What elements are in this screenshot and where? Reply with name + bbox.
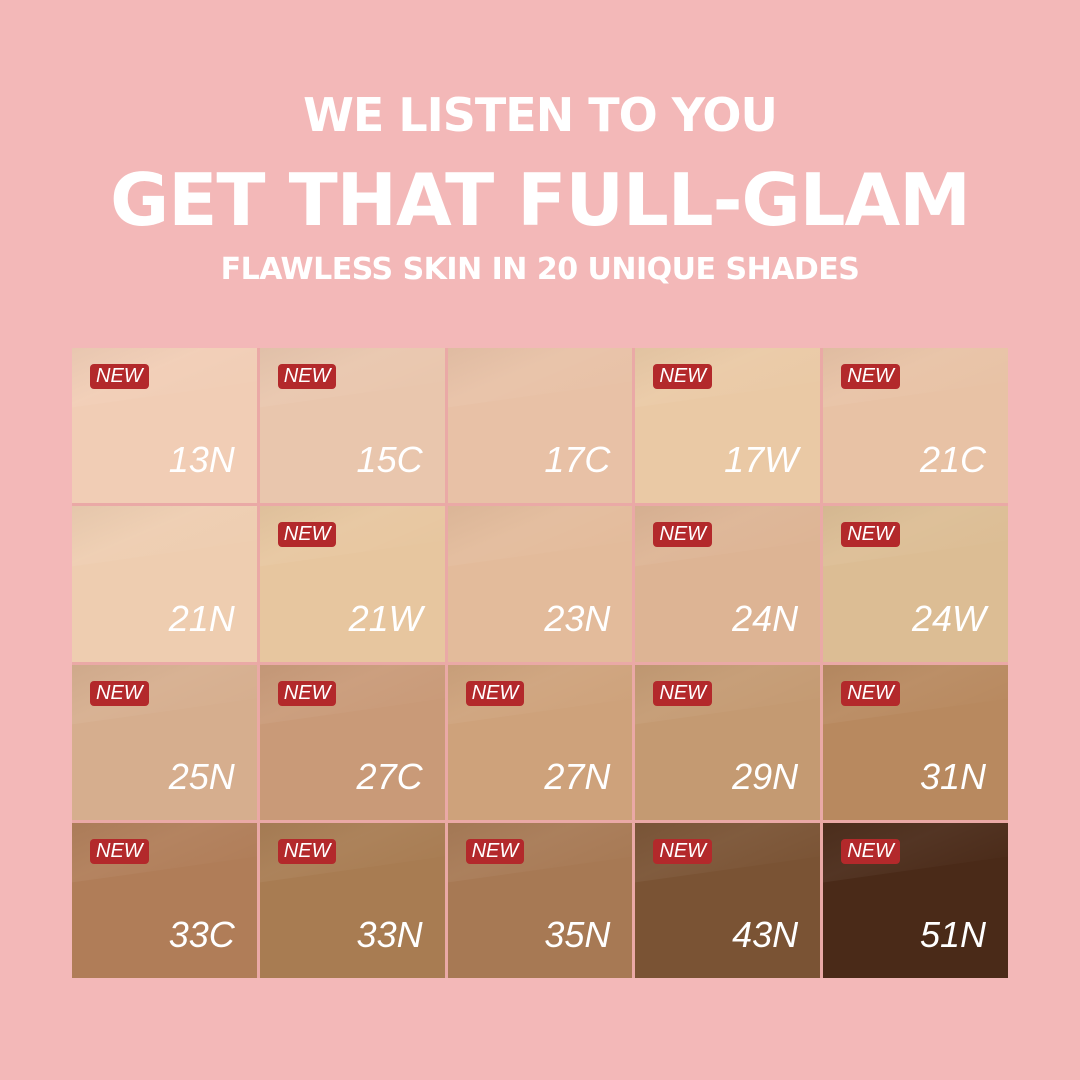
new-badge: NEW: [277, 680, 337, 706]
shade-swatch: NEW 27C: [259, 664, 445, 820]
new-badge: NEW: [465, 680, 525, 706]
tagline: WE LISTEN TO YOU: [303, 88, 778, 142]
new-badge: NEW: [277, 364, 337, 389]
shade-name: 35N: [544, 914, 611, 955]
shade-name: 27C: [356, 755, 423, 797]
shade-swatch: NEW 31N: [823, 664, 1008, 820]
shade-name: 17W: [724, 439, 799, 481]
shade-name: 51N: [919, 914, 986, 955]
shade-name: 17C: [544, 439, 611, 481]
shade-swatch: NEW 29N: [635, 664, 821, 820]
shade-swatch: NEW 24N: [635, 506, 821, 662]
subheadline: FLAWLESS SKIN IN 20 UNIQUE SHADES: [220, 252, 860, 287]
shade-swatch: NEW 33C: [72, 822, 257, 978]
shade-name: 31N: [919, 755, 986, 797]
shade-name: 23N: [544, 597, 611, 639]
shade-swatch: 17C: [447, 348, 633, 504]
new-badge: NEW: [277, 522, 337, 548]
shade-name: 33C: [168, 914, 235, 955]
shade-name: 27N: [544, 755, 611, 797]
shade-name: 21C: [919, 439, 986, 481]
shade-name: 13N: [168, 439, 235, 481]
new-badge: NEW: [841, 364, 900, 389]
headline: GET THAT FULL-GLAM: [110, 158, 971, 242]
shade-swatch: 21N: [72, 506, 257, 662]
shade-swatch: NEW 21W: [259, 506, 445, 662]
shade-swatch: NEW 27N: [447, 664, 633, 820]
shade-swatch: NEW 13N: [72, 348, 257, 504]
shade-name: 24N: [732, 597, 799, 639]
shade-swatch: NEW 33N: [259, 822, 445, 978]
new-badge: NEW: [841, 838, 900, 864]
new-badge: NEW: [90, 680, 149, 706]
shade-name: 21N: [168, 597, 235, 639]
shade-swatch: NEW 25N: [72, 664, 257, 820]
shade-name: 33N: [356, 914, 423, 955]
shade-swatch: NEW 15C: [259, 348, 445, 504]
shade-name: 29N: [732, 755, 799, 797]
new-badge: NEW: [90, 838, 149, 864]
new-badge: NEW: [90, 364, 149, 389]
shade-swatch: NEW 35N: [447, 822, 633, 978]
new-badge: NEW: [653, 364, 713, 389]
new-badge: NEW: [653, 838, 713, 864]
shade-swatch: NEW 24W: [823, 506, 1008, 662]
new-badge: NEW: [277, 838, 337, 864]
shade-swatch: 23N: [447, 506, 633, 662]
shade-grid: NEW 13N NEW 15C 17C NEW 17W NEW 21C 21N NEW 21W 23N N…: [72, 348, 1008, 978]
new-badge: NEW: [653, 680, 713, 706]
shade-swatch: NEW 43N: [635, 822, 821, 978]
shade-swatch: NEW 17W: [635, 348, 821, 504]
new-badge: NEW: [653, 522, 713, 548]
shade-swatch: NEW 21C: [823, 348, 1008, 504]
new-badge: NEW: [841, 680, 900, 706]
shade-name: 15C: [356, 439, 423, 481]
shade-swatch: NEW 51N: [823, 822, 1008, 978]
shade-name: 25N: [168, 755, 235, 797]
shade-name: 21W: [348, 597, 423, 639]
shade-name: 24W: [911, 597, 986, 639]
shade-name: 43N: [732, 914, 799, 955]
new-badge: NEW: [841, 522, 900, 548]
new-badge: NEW: [465, 838, 525, 864]
